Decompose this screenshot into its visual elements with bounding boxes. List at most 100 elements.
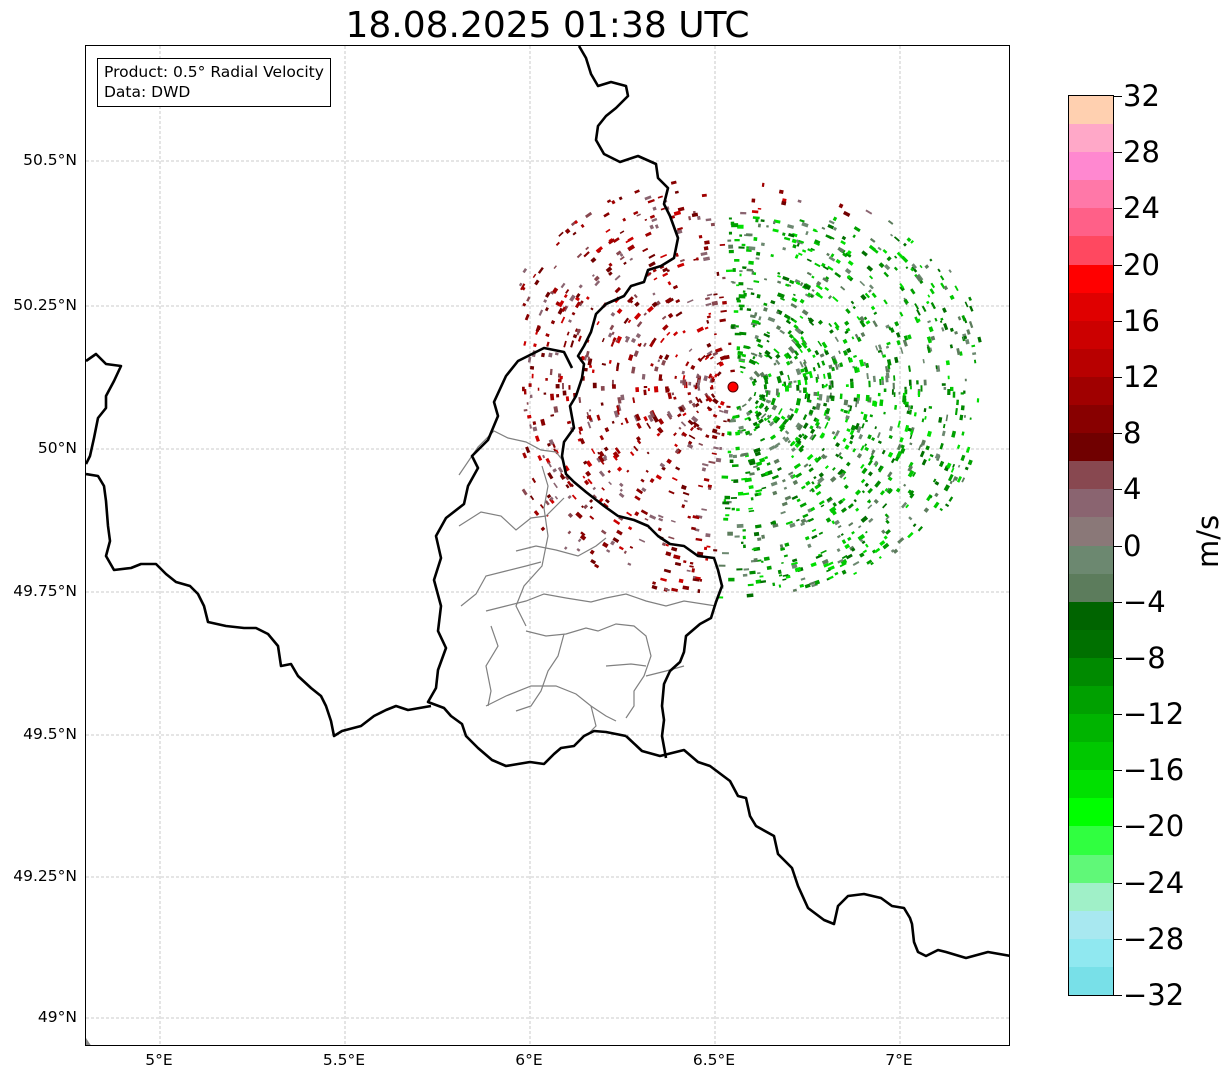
radar-echo xyxy=(742,535,746,540)
radar-echo xyxy=(794,436,800,442)
radar-echo xyxy=(948,496,954,502)
colorbar-tick-mark xyxy=(1114,376,1122,378)
radar-echo xyxy=(779,544,784,549)
radar-echo xyxy=(887,471,893,478)
radar-echo xyxy=(560,316,566,324)
radar-echo xyxy=(799,390,802,393)
radar-echo xyxy=(565,396,570,402)
radar-echo xyxy=(799,298,805,304)
radar-echo xyxy=(832,358,837,365)
radar-echo xyxy=(567,495,572,500)
radar-echo xyxy=(620,394,625,401)
radar-echo xyxy=(742,544,746,549)
radar-echo xyxy=(879,378,882,386)
radar-echo xyxy=(618,546,624,551)
radar-echo xyxy=(889,425,893,432)
radar-echo xyxy=(732,414,739,419)
radar-echo xyxy=(915,274,922,282)
radar-echo xyxy=(909,409,912,415)
radar-echo xyxy=(831,520,836,525)
radar-echo xyxy=(908,516,913,521)
radar-echo xyxy=(885,519,890,525)
radar-echo xyxy=(907,531,914,539)
radar-echo xyxy=(784,495,792,501)
radar-echo xyxy=(802,283,811,291)
radar-echo xyxy=(796,518,800,522)
radar-echo xyxy=(644,517,649,521)
radar-echo xyxy=(754,424,761,430)
radar-echo xyxy=(939,507,943,512)
radar-echo xyxy=(815,490,822,496)
radar-echo xyxy=(778,574,783,577)
radar-echo xyxy=(773,348,780,355)
radar-echo xyxy=(671,477,678,481)
radar-echo xyxy=(738,282,744,286)
radar-echo xyxy=(764,405,768,410)
radar-echo xyxy=(751,210,759,214)
radar-echo xyxy=(960,392,964,395)
radar-echo xyxy=(675,311,683,317)
radar-echo xyxy=(863,316,868,321)
radar-echo xyxy=(576,547,581,552)
radar-echo xyxy=(677,226,683,231)
radar-echo xyxy=(897,537,905,544)
map-canvas xyxy=(86,46,1009,1045)
radar-echo xyxy=(740,211,747,215)
radar-echo xyxy=(758,418,764,424)
radar-echo xyxy=(831,430,836,435)
radar-echo xyxy=(829,506,837,514)
radar-echo xyxy=(860,478,866,484)
radar-echo xyxy=(843,476,847,480)
radar-echo xyxy=(729,459,734,463)
radar-echo xyxy=(585,296,590,300)
radar-echo xyxy=(946,462,952,469)
radar-echo xyxy=(590,559,597,565)
radar-echo xyxy=(811,481,815,485)
radar-echo xyxy=(799,361,804,368)
radar-echo xyxy=(683,560,687,564)
colorbar-tick-mark xyxy=(1114,152,1122,154)
radar-echo xyxy=(604,498,610,504)
radar-echo xyxy=(895,332,901,338)
radar-echo xyxy=(851,530,855,535)
radar-echo xyxy=(728,432,732,436)
radar-echo xyxy=(856,426,862,434)
colorbar-segment xyxy=(1069,770,1113,799)
radar-echo xyxy=(655,474,662,480)
radar-echo xyxy=(833,519,840,526)
radar-echo xyxy=(757,207,762,210)
radar-echo xyxy=(682,491,690,496)
radar-echo xyxy=(877,440,882,444)
radar-echo xyxy=(861,250,868,257)
radar-echo xyxy=(893,392,896,397)
radar-echo xyxy=(682,374,686,380)
radar-echo xyxy=(598,470,606,478)
radar-echo xyxy=(844,268,852,275)
radar-echo xyxy=(817,340,823,347)
radar-echo xyxy=(556,394,560,398)
radar-echo xyxy=(792,479,799,486)
radar-echo xyxy=(767,373,772,378)
radar-echo xyxy=(563,340,567,348)
radar-echo xyxy=(581,505,584,509)
radar-echo xyxy=(893,236,900,242)
radar-echo xyxy=(919,450,925,458)
radar-echo xyxy=(777,272,781,275)
radar-echo xyxy=(649,214,656,219)
radar-echo xyxy=(775,325,782,331)
radar-echo xyxy=(616,405,620,412)
radar-echo xyxy=(741,403,747,408)
colorbar-segment xyxy=(1069,714,1113,743)
radar-echo xyxy=(591,369,595,374)
radar-echo xyxy=(830,253,835,258)
radar-echo xyxy=(969,305,974,312)
radar-echo xyxy=(812,405,817,410)
radar-echo xyxy=(758,352,762,355)
radar-echo xyxy=(919,264,923,269)
radar-echo xyxy=(821,226,826,230)
radar-echo xyxy=(695,537,703,542)
radar-echo xyxy=(619,488,623,492)
radar-map[interactable] xyxy=(85,45,1010,1046)
radar-echo xyxy=(698,442,704,447)
radar-echo xyxy=(883,271,890,278)
